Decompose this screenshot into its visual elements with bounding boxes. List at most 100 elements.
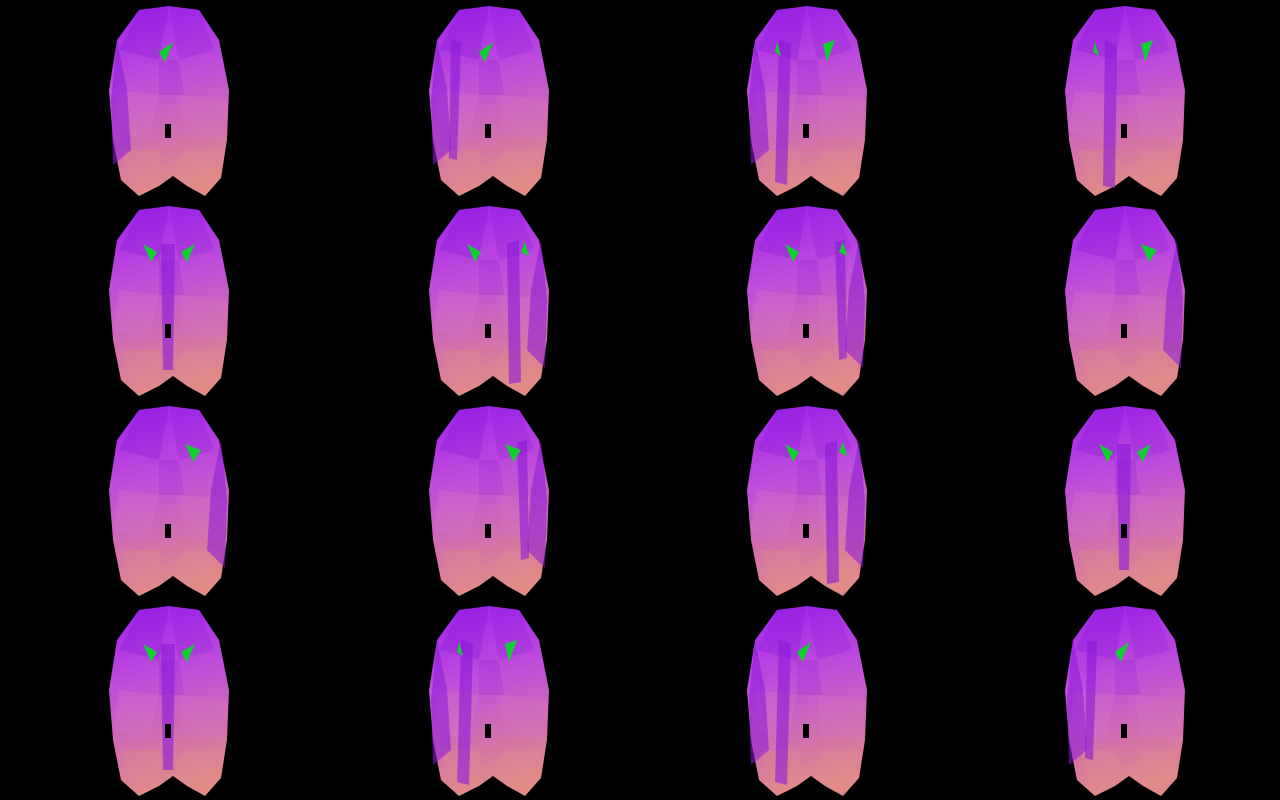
body-facet [169, 206, 214, 260]
leg-gap [1121, 324, 1127, 338]
body-facet [179, 695, 227, 740]
elephant-sprite [429, 206, 549, 396]
sprite-frame [647, 200, 967, 400]
sprite-frame [647, 400, 967, 600]
body-facet [179, 95, 227, 140]
body-facet [159, 60, 184, 95]
body-facet [119, 606, 169, 660]
body-facet [1115, 660, 1140, 695]
body-facet [1075, 206, 1125, 260]
eye-icon [1099, 444, 1113, 462]
body-facet [169, 6, 214, 60]
body-facet [797, 60, 822, 95]
sprite-frame [329, 200, 649, 400]
body-facet [1069, 90, 1115, 140]
body-facet [433, 290, 479, 340]
body-facet [1077, 550, 1125, 596]
ear-flap [845, 240, 865, 368]
leg-gap [165, 524, 171, 538]
leg-gap [1121, 124, 1127, 138]
body-facet [1115, 260, 1140, 295]
eye-icon [505, 640, 517, 662]
eye-icon [1115, 642, 1129, 662]
eye-icon [521, 242, 529, 256]
body-facet [1077, 750, 1125, 796]
body-facet [441, 150, 489, 196]
leg-gap [1121, 724, 1127, 738]
body-facet [797, 260, 822, 295]
body-facet [441, 550, 489, 596]
elephant-sprite [1065, 606, 1185, 796]
body-facet [119, 206, 169, 260]
trunk-strip [1117, 444, 1131, 570]
body-facet [811, 350, 859, 396]
leg-gap [1121, 524, 1127, 538]
eye-icon [1141, 244, 1157, 262]
body-facet [1125, 206, 1170, 260]
trunk-strip [161, 644, 175, 770]
body-facet [169, 406, 214, 460]
body-facet [173, 550, 221, 596]
sprite-frame [647, 0, 967, 200]
trunk-strip [1103, 40, 1117, 188]
trunk-strip [507, 240, 521, 384]
body-facet [757, 406, 807, 460]
body-facet [441, 350, 489, 396]
body-facet [173, 350, 221, 396]
body-facet [433, 490, 479, 540]
body-facet [797, 460, 822, 495]
body-facet [757, 206, 807, 260]
leg-gap [485, 524, 491, 538]
ear-flap [1067, 640, 1087, 765]
body-facet [1069, 490, 1115, 540]
leg-gap [485, 124, 491, 138]
elephant-sprite [747, 206, 867, 396]
eye-icon [775, 42, 781, 56]
sprite-frame [9, 0, 329, 200]
body-facet [113, 690, 159, 740]
eye-icon [839, 242, 847, 256]
elephant-sprite [429, 606, 549, 796]
body-facet [807, 6, 852, 60]
body-facet [807, 606, 852, 660]
eye-icon [479, 42, 493, 62]
body-facet [1115, 60, 1140, 95]
body-facet [1135, 695, 1183, 740]
body-facet [811, 750, 859, 796]
body-facet [479, 260, 504, 295]
sprite-frame [329, 600, 649, 800]
body-facet [119, 6, 169, 60]
trunk-strip [775, 40, 791, 185]
sprite-frame [9, 600, 329, 800]
body-facet [1129, 750, 1177, 796]
trunk-strip [449, 40, 461, 160]
trunk-strip [1085, 640, 1097, 760]
elephant-body [1065, 206, 1185, 396]
elephant-sprite [109, 406, 229, 596]
body-facet [493, 150, 541, 196]
body-facet [179, 295, 227, 340]
body-facet [113, 490, 159, 540]
body-facet [489, 606, 534, 660]
elephant-sprite [429, 406, 549, 596]
trunk-strip [825, 440, 839, 584]
elephant-sprite [747, 406, 867, 596]
eye-icon [181, 644, 195, 662]
body-facet [1125, 6, 1170, 60]
eye-icon [785, 244, 799, 262]
body-facet [1135, 495, 1183, 540]
trunk-strip [775, 640, 791, 785]
elephant-sprite [109, 206, 229, 396]
body-facet [121, 150, 169, 196]
trunk-strip [517, 440, 529, 560]
eye-icon [467, 244, 481, 262]
elephant-body [1065, 6, 1185, 196]
body-facet [479, 660, 504, 695]
ear-flap [431, 40, 451, 165]
elephant-sprite [747, 6, 867, 196]
sprite-frame [9, 200, 329, 400]
body-facet [121, 550, 169, 596]
body-facet [169, 606, 214, 660]
